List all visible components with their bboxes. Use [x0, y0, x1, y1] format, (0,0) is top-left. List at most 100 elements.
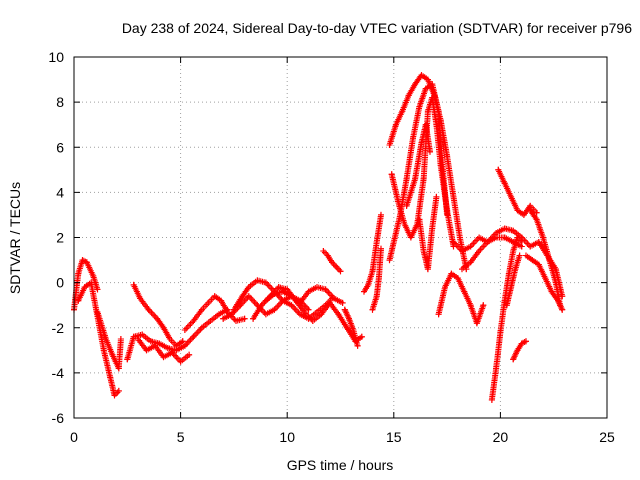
data-point	[448, 270, 455, 277]
data-point	[476, 248, 483, 254]
data-point	[329, 259, 335, 266]
data-point	[386, 142, 393, 148]
data-point	[117, 336, 124, 342]
data-point	[501, 234, 508, 241]
data-point	[403, 175, 410, 182]
series-track-x	[488, 234, 525, 403]
data-point	[518, 239, 525, 245]
data-point	[186, 351, 193, 358]
x-tick-label: 10	[279, 429, 295, 445]
data-point	[275, 284, 282, 291]
y-tick-label: 10	[48, 49, 64, 65]
data-point	[405, 92, 412, 99]
data-point	[386, 257, 393, 264]
data-point	[454, 275, 461, 282]
data-point	[559, 306, 566, 313]
data-point	[424, 266, 431, 273]
data-point	[424, 108, 431, 115]
data-point	[473, 320, 480, 327]
plot-frame	[73, 56, 608, 419]
series-track-t	[416, 193, 440, 273]
data-point	[331, 295, 338, 302]
data-point	[337, 268, 344, 275]
data-point	[75, 270, 82, 277]
data-point	[388, 171, 395, 178]
data-point	[94, 286, 101, 293]
data-point	[324, 252, 331, 259]
data-point	[510, 248, 517, 254]
data-point	[533, 216, 540, 223]
data-point	[145, 306, 152, 313]
data-point	[147, 338, 154, 345]
data-point	[322, 286, 329, 293]
series-track-y	[503, 252, 523, 309]
data-point	[205, 299, 212, 306]
data-point	[130, 281, 137, 288]
data-point	[373, 293, 380, 300]
ticks-layer: 0 5 10 15 20 25 -6 -4 -2 0 2 4 6 8 10	[48, 49, 615, 445]
data-point	[535, 239, 542, 245]
data-point	[241, 315, 248, 322]
grid-layer	[74, 57, 607, 418]
data-point	[254, 277, 261, 284]
data-point	[542, 275, 549, 282]
series-track-m	[341, 306, 361, 349]
series-markers	[435, 270, 487, 327]
data-point	[220, 315, 227, 322]
data-point	[135, 336, 141, 342]
data-point	[103, 336, 109, 342]
data-point	[399, 108, 406, 115]
data-point	[533, 209, 540, 216]
series-track-n	[361, 211, 384, 295]
data-point	[137, 295, 144, 302]
data-point	[143, 347, 150, 354]
data-point	[407, 234, 414, 241]
data-point	[115, 387, 122, 394]
data-point	[301, 309, 308, 315]
data-point	[350, 327, 357, 333]
data-point	[139, 331, 146, 338]
data-point	[314, 284, 320, 291]
series-track-c	[94, 309, 124, 372]
data-point	[375, 275, 382, 282]
data-point	[245, 293, 252, 300]
data-point	[416, 103, 423, 110]
data-point	[529, 257, 536, 264]
data-point	[297, 311, 303, 318]
data-point	[427, 148, 433, 155]
data-point	[461, 288, 468, 295]
x-tick-label: 15	[386, 429, 402, 445]
series-track-s	[403, 121, 433, 209]
series-track-z	[510, 338, 529, 363]
data-point	[378, 211, 384, 218]
x-axis-label: GPS time / hours	[287, 457, 394, 473]
y-tick-label: -6	[52, 410, 65, 426]
data-point	[467, 259, 474, 266]
data-point	[224, 309, 231, 315]
data-point	[422, 85, 429, 92]
data-point	[495, 166, 502, 173]
data-point	[216, 311, 222, 318]
data-point	[555, 297, 561, 304]
data-point	[403, 202, 410, 209]
data-point	[198, 324, 205, 331]
data-point	[535, 261, 542, 268]
data-point	[160, 354, 167, 361]
data-point	[361, 288, 367, 295]
data-point	[418, 139, 425, 146]
data-point	[250, 315, 257, 322]
data-point	[75, 297, 82, 304]
series-track-f	[135, 336, 193, 365]
data-point	[358, 333, 365, 340]
data-point	[130, 333, 137, 340]
data-point	[173, 342, 180, 349]
data-point	[262, 297, 269, 304]
data-point	[305, 288, 312, 295]
data-point	[503, 302, 510, 309]
data-point	[218, 297, 225, 304]
data-point	[410, 135, 416, 142]
data-point	[444, 211, 451, 218]
data-point	[459, 266, 465, 273]
data-point	[181, 327, 188, 333]
data-point	[169, 349, 176, 356]
